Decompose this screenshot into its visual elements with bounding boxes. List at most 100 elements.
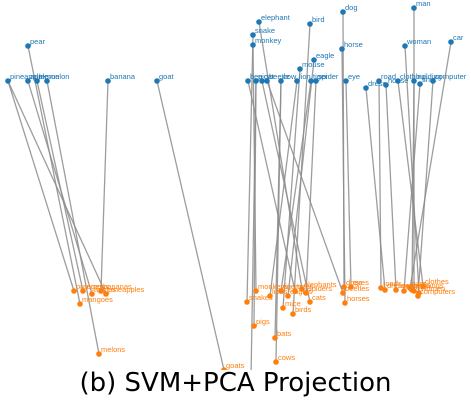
point-monkey [250, 42, 256, 48]
label-dog: dog [345, 3, 358, 12]
point-horse [339, 46, 345, 52]
label-goats: goats [226, 361, 245, 370]
point-oranges [71, 288, 77, 294]
link-mouse-mice [282, 68, 301, 309]
point-melons [96, 351, 102, 357]
point-pigs [251, 323, 257, 329]
point-beetle [264, 78, 270, 84]
point-tiger [308, 78, 314, 84]
point-spiders [303, 290, 309, 296]
label-banana: banana [110, 72, 136, 81]
point-dress [363, 85, 369, 91]
label-eyes: eyes [353, 278, 369, 287]
point-eye [343, 78, 349, 84]
label-lion: lion [299, 72, 311, 81]
label-apple: apple [30, 72, 48, 81]
link-car-cars [409, 41, 452, 289]
point-house [383, 82, 389, 88]
label-house: house [388, 76, 408, 85]
point-cats [307, 299, 313, 305]
label-man: man [416, 0, 431, 8]
label-mangoes: mangoes [82, 295, 113, 304]
label-melon: melon [49, 72, 69, 81]
label-elephants: elephants [304, 280, 337, 289]
label-tiger: tiger [313, 72, 328, 81]
label-pineapple: pineapple [10, 72, 43, 81]
label-eagles: eagles [290, 287, 312, 296]
point-cat [259, 78, 265, 84]
point-computers [415, 293, 421, 299]
point-eagles [285, 293, 291, 299]
point-pig [253, 78, 259, 84]
label-monkey: monkey [255, 36, 282, 45]
link-eagle-eagles [287, 59, 315, 297]
label-mice: mice [285, 299, 301, 308]
point-bananas [98, 288, 104, 294]
label-monkeys: monkeys [258, 282, 288, 291]
label-men: men [416, 282, 431, 291]
link-road-roads [378, 80, 382, 289]
point-mangoes [77, 301, 83, 307]
point-dogs [341, 284, 347, 290]
point-houses [393, 287, 399, 293]
point-man [411, 5, 417, 11]
label-houses: houses [398, 281, 422, 290]
link-lemon-lemons [36, 80, 84, 292]
link-clothing-clothes [397, 80, 424, 287]
point-banana [105, 78, 111, 84]
link-pig-donkeys [250, 80, 257, 370]
label-pear: pear [30, 37, 46, 46]
point-mice [280, 305, 286, 311]
label-beetles: beetles [345, 284, 369, 293]
label-pigs: pigs [256, 317, 270, 326]
label-lemon: lemon [39, 72, 59, 81]
label-dogs: dogs [346, 278, 363, 287]
connector-lines [7, 8, 452, 370]
point-dog [340, 9, 346, 15]
label-bananas: bananas [103, 282, 132, 291]
point-tigers [278, 288, 284, 294]
link-horse-horses [341, 48, 346, 304]
label-horses: horses [347, 294, 370, 303]
label-birds: birds [295, 305, 312, 314]
label-melons: melons [101, 345, 125, 354]
point-cows [273, 359, 279, 365]
point-bats [272, 335, 278, 341]
point-dresses [382, 287, 388, 293]
link-pineapple-oranges [7, 80, 75, 292]
link-snake-snakes [246, 34, 254, 303]
point-goats [221, 367, 227, 370]
label-pig: pig [258, 72, 268, 81]
point-lions [267, 293, 273, 299]
point-elephant [256, 19, 262, 25]
label-snake: snake [255, 26, 275, 35]
projection-points [5, 5, 454, 370]
label-beetle: beetle [269, 72, 289, 81]
label-cows: cows [278, 353, 295, 362]
link-computer-computers [417, 80, 434, 297]
point-road [376, 78, 382, 84]
point-snake [250, 32, 256, 38]
link-shirt-shirts [403, 83, 421, 292]
point-pineapples [103, 291, 109, 297]
point-bee [245, 78, 251, 84]
label-apples: apples [94, 285, 116, 294]
label-cars: cars [412, 279, 426, 288]
point-building [411, 78, 417, 84]
point-bird [307, 21, 313, 27]
label-spiders: spiders [308, 284, 332, 293]
label-dress: dress [368, 79, 387, 88]
point-eagle [311, 57, 317, 63]
label-snakes: snakes [249, 293, 273, 302]
label-clothing: clothing [400, 72, 426, 81]
point-apple [25, 78, 31, 84]
label-mouse: mouse [302, 60, 325, 69]
label-oranges: oranges [76, 282, 103, 291]
point-buildings [409, 287, 415, 293]
label-shirts: shirts [406, 282, 424, 291]
point-horses [342, 300, 348, 306]
point-lion [294, 78, 300, 84]
link-eye-eyes [345, 80, 352, 288]
label-eye: eye [348, 72, 360, 81]
figure-caption: (b) SVM+PCA Projection [79, 368, 392, 398]
